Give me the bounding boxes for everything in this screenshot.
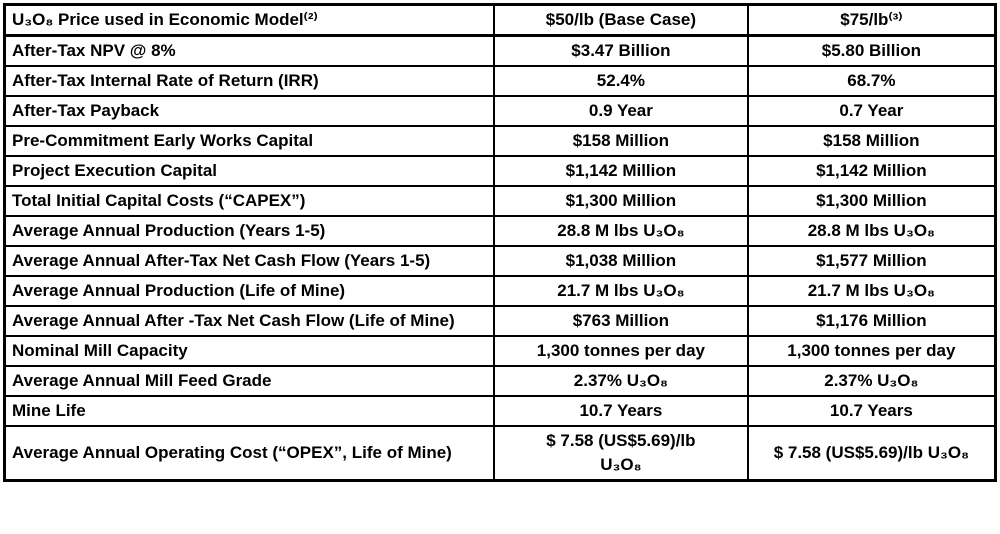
row-label: Average Annual Production (Years 1-5) (3, 215, 496, 247)
base-case-value: $763 Million (493, 305, 749, 337)
table-row: Pre-Commitment Early Works Capital $158 … (3, 125, 997, 157)
row-label: Nominal Mill Capacity (3, 335, 496, 367)
base-case-value: $ 7.58 (US$5.69)/lb U₃O₈ (493, 425, 749, 482)
table-row: Average Annual Production (Life of Mine)… (3, 275, 997, 307)
high-case-value: 10.7 Years (746, 395, 997, 427)
base-case-value: $1,038 Million (493, 245, 749, 277)
header-base-case: $50/lb (Base Case) (493, 3, 749, 37)
high-case-value: 28.8 M lbs U₃O₈ (746, 215, 997, 247)
base-case-value: $3.47 Billion (493, 34, 749, 67)
base-case-value: $1,300 Million (493, 185, 749, 217)
base-case-value: 28.8 M lbs U₃O₈ (493, 215, 749, 247)
table-row: Average Annual After -Tax Net Cash Flow … (3, 305, 997, 337)
row-label: Average Annual Operating Cost (“OPEX”, L… (3, 425, 496, 482)
row-label: Average Annual Mill Feed Grade (3, 365, 496, 397)
row-label: Project Execution Capital (3, 155, 496, 187)
high-case-value: $1,300 Million (746, 185, 997, 217)
table-row: Average Annual Mill Feed Grade 2.37% U₃O… (3, 365, 997, 397)
base-case-value: 10.7 Years (493, 395, 749, 427)
economic-model-table: U₃O₈ Price used in Economic Model⁽²⁾ $50… (3, 3, 997, 482)
base-case-value: 52.4% (493, 65, 749, 97)
base-case-value: 1,300 tonnes per day (493, 335, 749, 367)
base-case-value: 2.37% U₃O₈ (493, 365, 749, 397)
row-label: Average Annual Production (Life of Mine) (3, 275, 496, 307)
base-case-value: 0.9 Year (493, 95, 749, 127)
row-label: Total Initial Capital Costs (“CAPEX”) (3, 185, 496, 217)
base-case-value: 21.7 M lbs U₃O₈ (493, 275, 749, 307)
high-case-value: $1,577 Million (746, 245, 997, 277)
row-label: After-Tax Internal Rate of Return (IRR) (3, 65, 496, 97)
table-row: Nominal Mill Capacity 1,300 tonnes per d… (3, 335, 997, 367)
table-row: Average Annual After-Tax Net Cash Flow (… (3, 245, 997, 277)
high-case-value: $158 Million (746, 125, 997, 157)
high-case-value: 0.7 Year (746, 95, 997, 127)
header-high-case: $75/lb⁽³⁾ (746, 3, 997, 37)
table-row: After-Tax Payback 0.9 Year 0.7 Year (3, 95, 997, 127)
row-label: After-Tax Payback (3, 95, 496, 127)
table-header-row: U₃O₈ Price used in Economic Model⁽²⁾ $50… (3, 3, 997, 37)
header-parameter-label: U₃O₈ Price used in Economic Model⁽²⁾ (3, 3, 496, 37)
row-label: Mine Life (3, 395, 496, 427)
table-row: Mine Life 10.7 Years 10.7 Years (3, 395, 997, 427)
high-case-value: $ 7.58 (US$5.69)/lb U₃O₈ (746, 425, 997, 482)
high-case-value: 1,300 tonnes per day (746, 335, 997, 367)
table-row: Total Initial Capital Costs (“CAPEX”) $1… (3, 185, 997, 217)
high-case-value: $5.80 Billion (746, 34, 997, 67)
row-label: After-Tax NPV @ 8% (3, 34, 496, 67)
base-case-value: $1,142 Million (493, 155, 749, 187)
high-case-value: $1,176 Million (746, 305, 997, 337)
table-row: Average Annual Operating Cost (“OPEX”, L… (3, 425, 997, 482)
high-case-value: 2.37% U₃O₈ (746, 365, 997, 397)
base-case-value: $158 Million (493, 125, 749, 157)
high-case-value: 21.7 M lbs U₃O₈ (746, 275, 997, 307)
high-case-value: 68.7% (746, 65, 997, 97)
table-row: Average Annual Production (Years 1-5) 28… (3, 215, 997, 247)
row-label: Average Annual After-Tax Net Cash Flow (… (3, 245, 496, 277)
table-row: After-Tax Internal Rate of Return (IRR) … (3, 65, 997, 97)
row-label: Pre-Commitment Early Works Capital (3, 125, 496, 157)
table-row: After-Tax NPV @ 8% $3.47 Billion $5.80 B… (3, 34, 997, 67)
table-row: Project Execution Capital $1,142 Million… (3, 155, 997, 187)
high-case-value: $1,142 Million (746, 155, 997, 187)
row-label: Average Annual After -Tax Net Cash Flow … (3, 305, 496, 337)
